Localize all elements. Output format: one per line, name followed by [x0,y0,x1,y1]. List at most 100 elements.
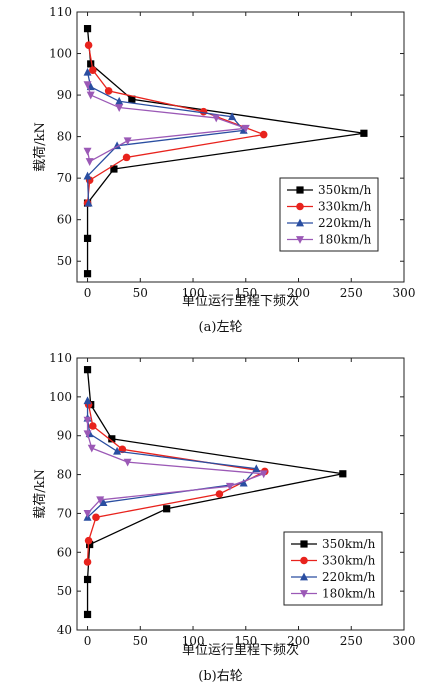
x-tick-label: 200 [287,286,310,300]
legend-label: 350km/h [322,537,376,551]
x-tick-label: 250 [340,634,363,648]
x-tick-label: 250 [340,286,363,300]
x-tick-label: 0 [84,286,92,300]
y-tick-label: 70 [57,506,72,520]
series-180km-h [83,416,268,518]
series-350km-h [83,25,368,278]
data-point [86,91,95,100]
data-point [228,112,237,121]
data-point [83,396,92,405]
series-line [86,400,258,518]
x-tick-label: 50 [133,286,148,300]
y-tick-label: 110 [49,351,72,365]
data-point [108,435,116,443]
data-point [84,198,93,207]
legend-swatch-marker [296,218,304,227]
y-tick-label: 90 [57,88,72,102]
series-line [86,72,245,204]
data-point [163,505,171,513]
data-point [83,25,92,33]
series-180km-h [83,81,250,166]
data-point [241,124,250,133]
x-tick-label: 300 [393,286,416,300]
data-point [83,610,92,619]
x-tick-label: 200 [287,634,310,648]
data-point [104,87,113,95]
series-line [86,45,267,204]
chart-a: 0 50 100 150 200 250 300 50 60 70 80 90 100 110 单位运行里程… [33,5,415,335]
data-point [87,60,95,68]
chart-caption: (a)左轮 [199,320,243,335]
data-point [89,66,97,74]
legend-label: 350km/h [318,183,372,197]
x-tick-label: 0 [84,634,92,648]
data-point [123,458,132,467]
data-point [96,496,105,505]
data-point [83,575,92,584]
x-axis-label: 单位运行里程下频次 [182,642,299,658]
data-point [339,470,347,478]
x-tick-label: 300 [393,634,416,648]
legend-label: 330km/h [322,554,376,568]
data-point [259,130,268,139]
legend-swatch-marker [296,236,304,244]
data-point [83,171,92,180]
data-point [128,95,136,103]
data-point [83,510,92,518]
chart-caption: (b)右轮 [198,669,242,684]
series-line [86,369,343,615]
legend-swatch-marker [300,590,308,598]
y-axis-label: 载荷/kN [33,122,48,172]
legend-label: 220km/h [322,570,376,584]
plot-frame [76,11,405,283]
plot-frame [76,357,405,631]
chart-b: 0 50 100 150 200 250 300 40 50 60 70 80 90 100 110 单位运行… [33,351,415,684]
data-point [115,96,124,105]
data-point [360,129,368,137]
series-line [86,28,365,274]
data-point [123,137,132,146]
legend-swatch-marker [296,186,304,194]
data-point [212,114,221,123]
legend-label: 180km/h [322,587,376,601]
y-tick-label: 100 [49,47,72,61]
data-point [83,147,92,156]
y-tick-label: 90 [57,429,72,443]
data-point [259,470,268,479]
data-point [83,67,92,76]
data-point [115,104,124,112]
legend: 350km/h 330km/h 220km/h 180km/h [283,531,383,606]
legend-label: 220km/h [318,216,372,230]
y-tick-label: 70 [57,171,72,185]
x-axis-label: 单位运行里程下频次 [182,293,299,309]
series-350km-h [83,366,347,619]
x-tick-label: 100 [182,634,205,648]
data-point [83,234,92,242]
x-tick-label: 50 [133,634,148,648]
data-point [83,366,92,374]
data-point [239,478,248,487]
data-point [99,498,108,506]
data-point [87,444,96,453]
data-point [86,540,94,549]
y-tick-label: 40 [57,623,72,637]
legend-label: 330km/h [318,200,372,214]
y-tick-label: 60 [57,545,72,559]
data-point [110,165,118,173]
legend-swatch-marker [300,556,308,565]
legend-swatch-marker [300,540,308,548]
data-point [83,81,92,90]
legend-label: 180km/h [318,233,372,247]
legend: 350km/h 330km/h 220km/h 180km/h [279,177,379,252]
x-tick-label: 100 [182,286,205,300]
y-tick-label: 80 [57,468,72,482]
x-tick-label: 150 [234,634,257,648]
data-point [122,153,131,162]
data-point [83,416,92,425]
series-330km-h [83,41,268,207]
y-tick-label: 80 [57,130,72,144]
data-point [225,482,234,491]
y-axis-label: 载荷/kN [33,469,48,519]
